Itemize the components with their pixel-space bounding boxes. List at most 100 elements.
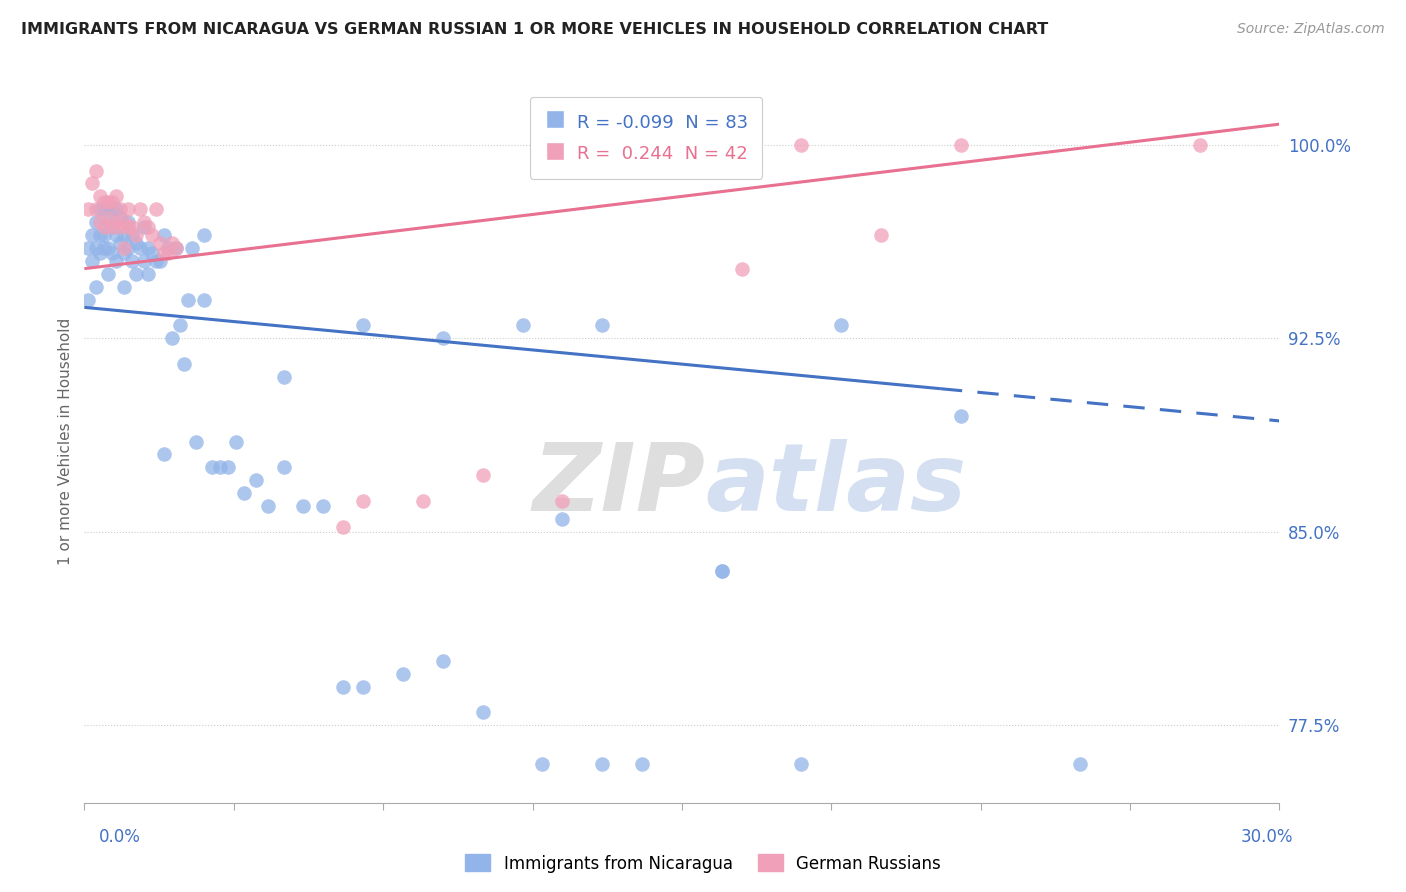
Point	[165, 241, 187, 255]
Point	[86, 215, 108, 229]
Point	[129, 202, 152, 217]
Point	[830, 318, 852, 333]
Point	[136, 220, 159, 235]
Point	[153, 228, 176, 243]
Point	[101, 220, 124, 235]
Point	[201, 460, 224, 475]
Point	[591, 757, 613, 772]
Point	[105, 189, 128, 203]
Point	[112, 246, 135, 260]
Point	[631, 757, 654, 772]
Point	[112, 279, 135, 293]
Point	[531, 757, 554, 772]
Point	[89, 202, 111, 217]
Point	[1188, 137, 1211, 152]
Point	[105, 228, 128, 243]
Point	[412, 494, 434, 508]
Point	[332, 680, 354, 694]
Point	[273, 460, 295, 475]
Text: ZIP: ZIP	[533, 439, 706, 531]
Point	[89, 189, 111, 203]
Point	[101, 194, 124, 209]
Text: Source: ZipAtlas.com: Source: ZipAtlas.com	[1237, 22, 1385, 37]
Point	[86, 241, 108, 255]
Point	[292, 499, 315, 513]
Point	[101, 202, 124, 217]
Point	[86, 163, 108, 178]
Point	[86, 202, 108, 217]
Point	[790, 137, 813, 152]
Point	[125, 267, 148, 281]
Point	[125, 235, 148, 250]
Point	[184, 434, 207, 449]
Text: IMMIGRANTS FROM NICARAGUA VS GERMAN RUSSIAN 1 OR MORE VEHICLES IN HOUSEHOLD CORR: IMMIGRANTS FROM NICARAGUA VS GERMAN RUSS…	[21, 22, 1049, 37]
Point	[432, 654, 454, 668]
Point	[149, 235, 172, 250]
Point	[97, 215, 120, 229]
Point	[160, 235, 183, 250]
Point	[93, 228, 115, 243]
Point	[193, 293, 215, 307]
Point	[86, 279, 108, 293]
Point	[149, 254, 172, 268]
Point	[208, 460, 231, 475]
Point	[101, 220, 124, 235]
Point	[256, 499, 278, 513]
Point	[110, 202, 132, 217]
Point	[157, 241, 180, 255]
Text: 0.0%: 0.0%	[98, 828, 141, 846]
Point	[870, 228, 893, 243]
Point	[153, 447, 176, 461]
Point	[117, 202, 139, 217]
Point	[312, 499, 335, 513]
Point	[710, 564, 733, 578]
Point	[97, 210, 120, 224]
Point	[141, 246, 163, 260]
Point	[145, 254, 167, 268]
Point	[105, 254, 128, 268]
Point	[117, 241, 139, 255]
Point	[551, 512, 574, 526]
Point	[173, 357, 195, 371]
Text: atlas: atlas	[706, 439, 967, 531]
Point	[232, 486, 254, 500]
Point	[132, 254, 156, 268]
Point	[245, 473, 267, 487]
Point	[160, 331, 183, 345]
Point	[132, 220, 156, 235]
Y-axis label: 1 or more Vehicles in Household: 1 or more Vehicles in Household	[58, 318, 73, 566]
Point	[949, 409, 972, 423]
Point	[790, 757, 813, 772]
Point	[121, 254, 143, 268]
Point	[82, 254, 104, 268]
Point	[110, 235, 132, 250]
Point	[332, 519, 354, 533]
Legend: Immigrants from Nicaragua, German Russians: Immigrants from Nicaragua, German Russia…	[458, 847, 948, 880]
Point	[89, 228, 111, 243]
Point	[89, 246, 111, 260]
Point	[97, 267, 120, 281]
Point	[112, 241, 135, 255]
Point	[93, 202, 115, 217]
Point	[105, 202, 128, 217]
Point	[82, 228, 104, 243]
Point	[273, 370, 295, 384]
Point	[352, 494, 374, 508]
Point	[731, 261, 754, 276]
Point	[110, 210, 132, 224]
Point	[145, 202, 167, 217]
Point	[121, 228, 143, 243]
Point	[141, 228, 163, 243]
Point	[105, 215, 128, 229]
Point	[512, 318, 534, 333]
Point	[177, 293, 200, 307]
Point	[157, 246, 180, 260]
Point	[110, 220, 132, 235]
Point	[101, 246, 124, 260]
Point	[169, 318, 191, 333]
Point	[89, 215, 111, 229]
Point	[117, 220, 139, 235]
Point	[117, 215, 139, 229]
Point	[471, 706, 494, 720]
Point	[217, 460, 239, 475]
